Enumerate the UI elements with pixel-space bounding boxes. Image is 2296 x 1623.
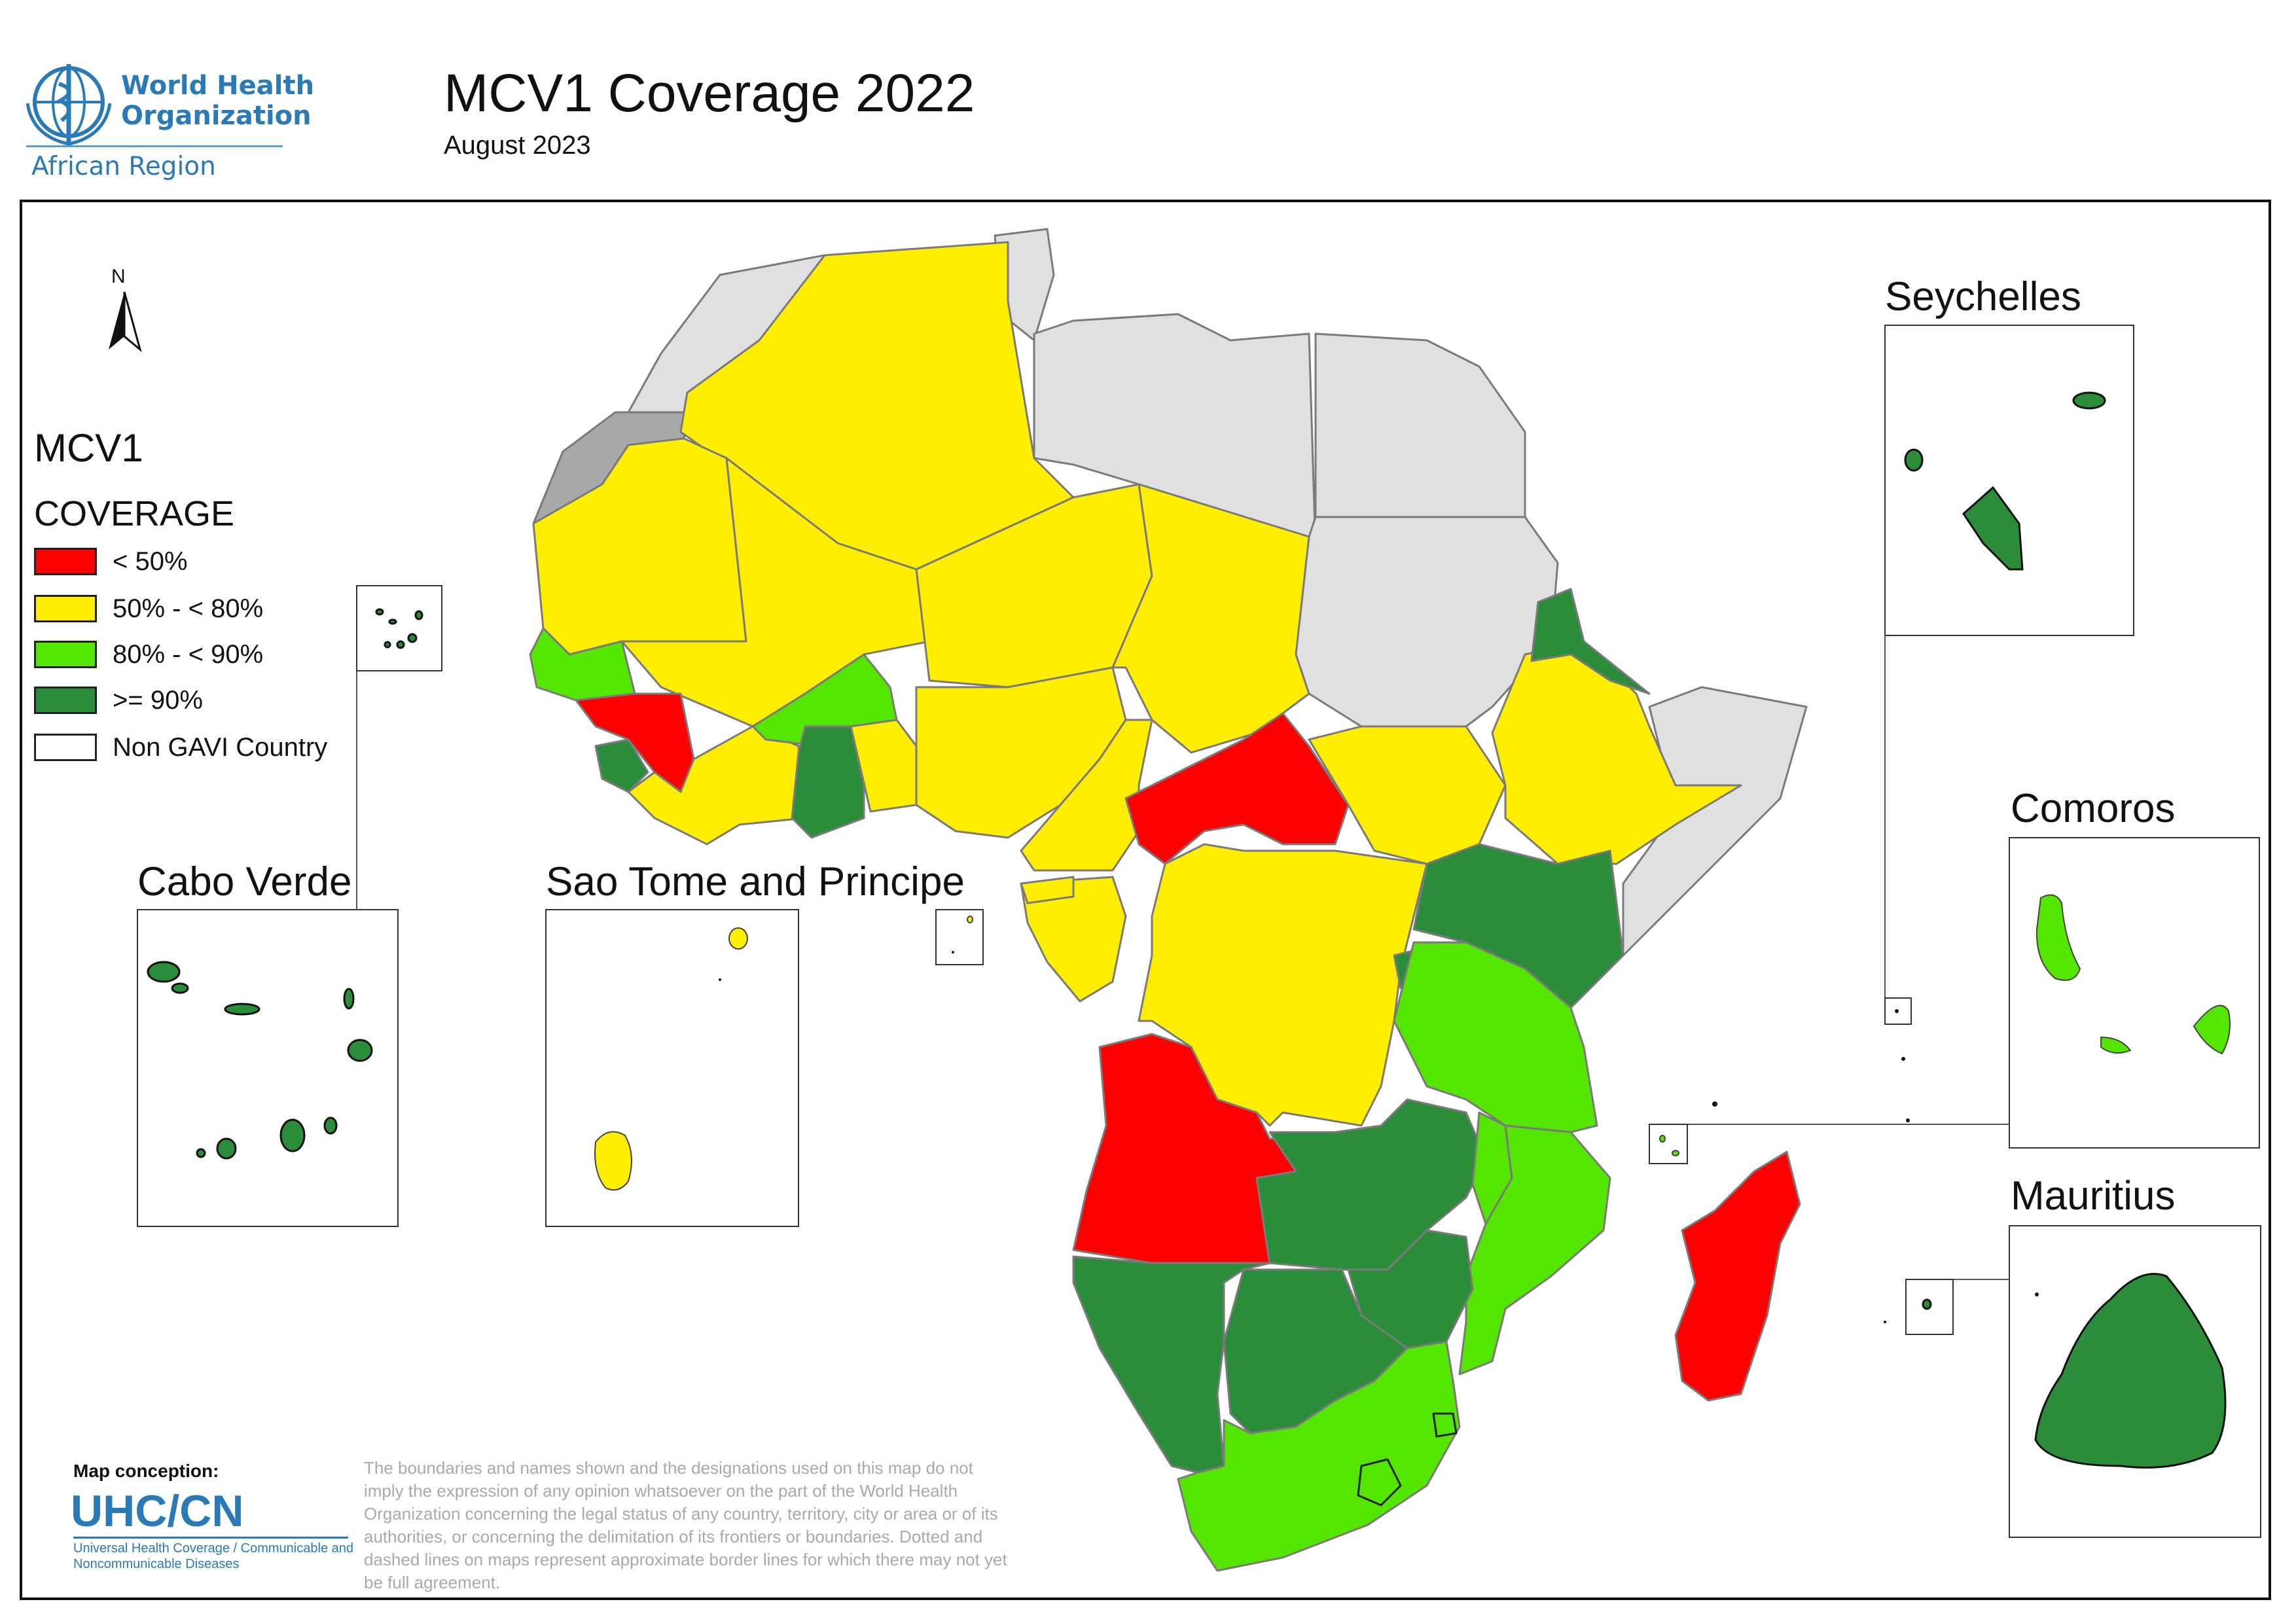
country-namibia xyxy=(1072,1255,1271,1474)
country-equatorial-guinea xyxy=(1020,876,1075,904)
legend-label: < 50% xyxy=(113,546,188,576)
legend-item-under-50: < 50% xyxy=(34,546,188,577)
island-maio xyxy=(323,1116,338,1135)
inset-sao-tome-box xyxy=(545,909,799,1227)
island-boa-vista xyxy=(347,1039,373,1062)
uhc-divider xyxy=(73,1537,348,1539)
inset-label-seychelles: Seychelles xyxy=(1885,274,2081,319)
island-sao-tome xyxy=(594,1131,632,1191)
inset-label-comoros: Comoros xyxy=(2011,786,2176,831)
island-brava xyxy=(196,1148,206,1158)
inset-sao-tome-locator xyxy=(935,909,984,965)
country-mozambique xyxy=(1458,1124,1611,1376)
island-fogo xyxy=(216,1137,237,1160)
island-moheli xyxy=(2100,1036,2132,1054)
legend-swatch-white xyxy=(34,734,97,761)
legend-label: Non GAVI Country xyxy=(113,732,328,762)
legend-label: 50% - < 80% xyxy=(113,594,264,623)
map-subtitle: August 2023 xyxy=(444,131,591,160)
country-eritrea xyxy=(1530,588,1651,695)
legend-swatch-light-green xyxy=(34,641,97,668)
uhc-cn-full-name: Universal Health Coverage / Communicable… xyxy=(73,1541,353,1571)
map-conception-label: Map conception: xyxy=(73,1461,219,1481)
island-santiago xyxy=(279,1118,306,1152)
org-name-line2: Organization xyxy=(121,101,312,131)
country-kenya-uganda xyxy=(1412,843,1624,1009)
island-grande-comore xyxy=(2036,894,2081,981)
north-arrow: N xyxy=(105,266,144,353)
island-mauritius xyxy=(2034,1273,2227,1469)
country-egypt xyxy=(1314,332,1526,518)
legend-subtitle: COVERAGE xyxy=(34,494,235,533)
inset-label-mauritius: Mauritius xyxy=(2011,1173,2176,1219)
country-liberia-cote-divoire xyxy=(627,725,806,846)
legend-item-90-plus: >= 90% xyxy=(34,685,203,716)
inset-cabo-verde-box xyxy=(137,909,399,1227)
country-eswatini xyxy=(1432,1412,1458,1438)
country-ethiopia xyxy=(1491,640,1742,865)
legend-item-80-90: 80% - < 90% xyxy=(34,639,263,670)
legend-swatch-red xyxy=(34,548,97,575)
north-arrow-icon xyxy=(109,291,142,353)
legend-label: 80% - < 90% xyxy=(113,639,264,669)
inset-seychelles-box xyxy=(1884,325,2134,636)
island-sal xyxy=(343,988,355,1010)
country-zambia xyxy=(1255,1098,1487,1271)
island-praslin xyxy=(2072,391,2106,410)
header-divider xyxy=(26,145,283,147)
legend-item-50-80: 50% - < 80% xyxy=(34,593,263,624)
map-title: MCV1 Coverage 2022 xyxy=(444,63,975,123)
island-principe xyxy=(728,927,748,950)
org-name: World Health Organization xyxy=(121,71,314,131)
island-santo-antao xyxy=(147,961,181,983)
legend-swatch-yellow xyxy=(34,595,97,622)
island-sao-vicente xyxy=(171,982,189,994)
country-drc xyxy=(1138,843,1428,1127)
inset-cabo-verde-locator xyxy=(356,585,442,671)
legend-title: MCV1 xyxy=(34,426,143,470)
island-sao-nicolau xyxy=(224,1003,260,1016)
legend-swatch-dark-green xyxy=(34,687,97,714)
who-emblem-icon xyxy=(26,64,112,146)
country-south-africa xyxy=(1177,1340,1461,1572)
org-name-line1: World Health xyxy=(121,71,315,101)
inset-comoros-box xyxy=(2009,837,2260,1149)
map-frame xyxy=(20,200,2271,1600)
country-libya xyxy=(1033,313,1317,551)
inset-label-cabo-verde: Cabo Verde xyxy=(137,859,352,904)
island-anjouan xyxy=(2193,1005,2231,1055)
legend-item-non-gavi: Non GAVI Country xyxy=(34,732,327,763)
country-tanzania xyxy=(1393,941,1598,1133)
country-chad xyxy=(1111,483,1310,754)
island-silhouette xyxy=(1904,448,1924,472)
country-gabon-congo xyxy=(1020,876,1127,1003)
island-mahe xyxy=(1962,486,2024,571)
legend-label: >= 90% xyxy=(113,685,203,715)
inset-label-sao-tome: Sao Tome and Principe xyxy=(546,859,965,904)
region-label: African Region xyxy=(31,152,216,181)
country-south-sudan xyxy=(1308,725,1507,865)
country-madagascar xyxy=(1674,1150,1801,1402)
country-ghana xyxy=(791,725,865,839)
north-label: N xyxy=(111,266,126,287)
uhc-cn-logo: UHC/CN xyxy=(71,1486,244,1536)
country-sierra-leone xyxy=(594,738,649,793)
country-lesotho xyxy=(1357,1458,1402,1507)
inset-comoros-locator xyxy=(1649,1124,1688,1164)
disclaimer-text: The boundaries and names shown and the d… xyxy=(364,1458,1007,1592)
